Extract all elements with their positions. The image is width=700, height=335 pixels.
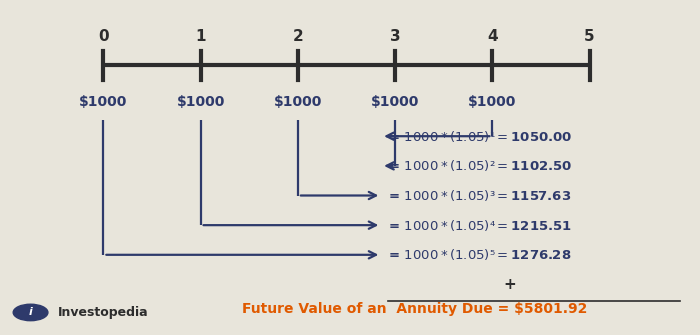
Text: = $1000*(1.05)¹ = $1050.00: = $1000*(1.05)¹ = $1050.00 [389,129,573,144]
Text: $1000: $1000 [79,94,127,109]
Circle shape [13,304,48,321]
Text: $1000: $1000 [176,94,225,109]
Text: 5: 5 [584,29,595,44]
Text: 4: 4 [487,29,498,44]
Text: 0: 0 [98,29,108,44]
Text: +: + [503,277,516,292]
Text: 1: 1 [195,29,206,44]
Text: i: i [29,308,32,318]
Text: Future Value of an  Annuity Due = $5801.92: Future Value of an Annuity Due = $5801.9… [242,302,588,316]
Text: $1000: $1000 [468,94,517,109]
Text: $1000: $1000 [274,94,322,109]
Text: = $1000*(1.05)⁵ = $1276.28: = $1000*(1.05)⁵ = $1276.28 [389,247,572,262]
Text: 2: 2 [293,29,303,44]
Text: = $1000*(1.05)² = $1102.50: = $1000*(1.05)² = $1102.50 [389,158,573,173]
Text: = $1000*(1.05)⁴ = $1215.51: = $1000*(1.05)⁴ = $1215.51 [389,218,572,232]
Text: Investopedia: Investopedia [58,306,149,319]
Text: $1000: $1000 [371,94,419,109]
Text: = $1000*(1.05)³ = $1157.63: = $1000*(1.05)³ = $1157.63 [389,188,571,203]
Text: 3: 3 [390,29,400,44]
